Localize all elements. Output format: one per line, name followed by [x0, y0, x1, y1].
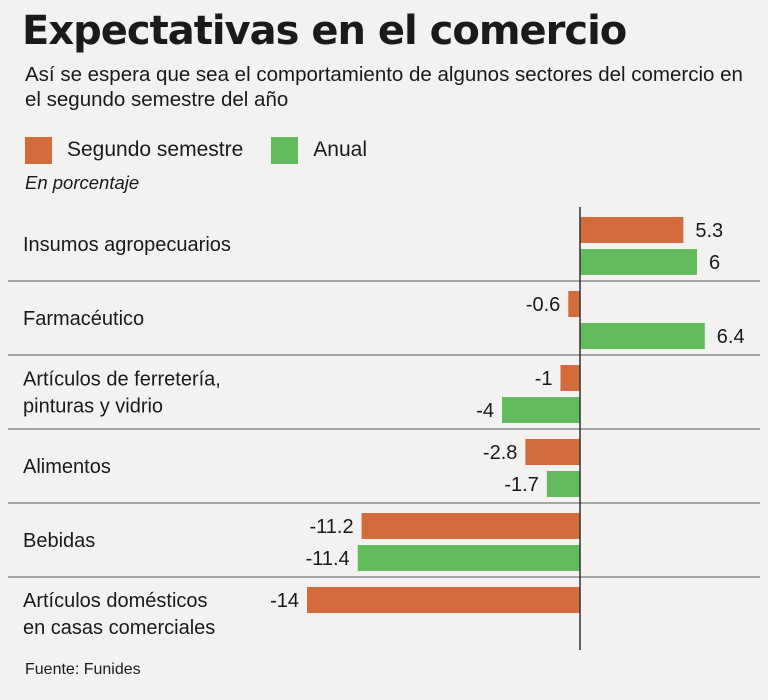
legend: Segundo semestre Anual: [25, 135, 395, 165]
data-label: -2.8: [483, 442, 517, 464]
bar-anual: [357, 545, 580, 571]
bar-segundo-semestre: [525, 439, 580, 465]
legend-swatch-segundo-semestre: [25, 136, 52, 164]
data-label: -0.6: [526, 294, 560, 316]
legend-item-segundo-semestre: Segundo semestre: [25, 136, 244, 164]
data-label: -1: [535, 368, 553, 390]
bar-segundo-semestre: [580, 217, 684, 243]
bar-segundo-semestre: [307, 587, 580, 613]
data-label: -14: [270, 590, 299, 612]
category-label: pinturas y vidrio: [23, 396, 163, 418]
legend-item-anual: Anual: [271, 136, 367, 164]
category-label: Bebidas: [23, 530, 95, 552]
legend-label-segundo-semestre: Segundo semestre: [67, 138, 244, 161]
bar-anual: [580, 249, 697, 275]
chart-subtitle: Así se espera que sea el comportamiento …: [25, 63, 743, 111]
source-note: Fuente: Funides: [25, 661, 141, 678]
data-label: 5.3: [695, 220, 723, 242]
data-label: -1.7: [504, 474, 538, 496]
bar-anual: [580, 323, 705, 349]
bar-anual: [546, 471, 580, 497]
bar-segundo-semestre: [361, 513, 580, 539]
unit-label: En porcentaje: [25, 172, 140, 193]
data-label: -4: [476, 400, 494, 422]
legend-swatch-anual: [271, 136, 299, 164]
data-label: 6.4: [717, 326, 745, 348]
category-label: Alimentos: [23, 456, 111, 478]
data-label: -11.4: [306, 548, 350, 570]
category-label: Insumos agropecuarios: [23, 234, 231, 256]
chart-title: Expectativas en el comercio: [22, 8, 627, 54]
category-label: Farmacéutico: [23, 308, 144, 330]
category-label: Artículos de ferretería,: [23, 369, 221, 391]
bar-anual: [502, 397, 580, 423]
data-label: -11.2: [309, 516, 353, 538]
legend-label-anual: Anual: [313, 138, 367, 161]
category-label: Artículos domésticos: [23, 590, 208, 612]
bar-segundo-semestre: [568, 291, 580, 317]
data-label: 6: [709, 252, 720, 274]
bar-segundo-semestre: [560, 365, 580, 391]
category-label: en casas comerciales: [23, 617, 215, 639]
